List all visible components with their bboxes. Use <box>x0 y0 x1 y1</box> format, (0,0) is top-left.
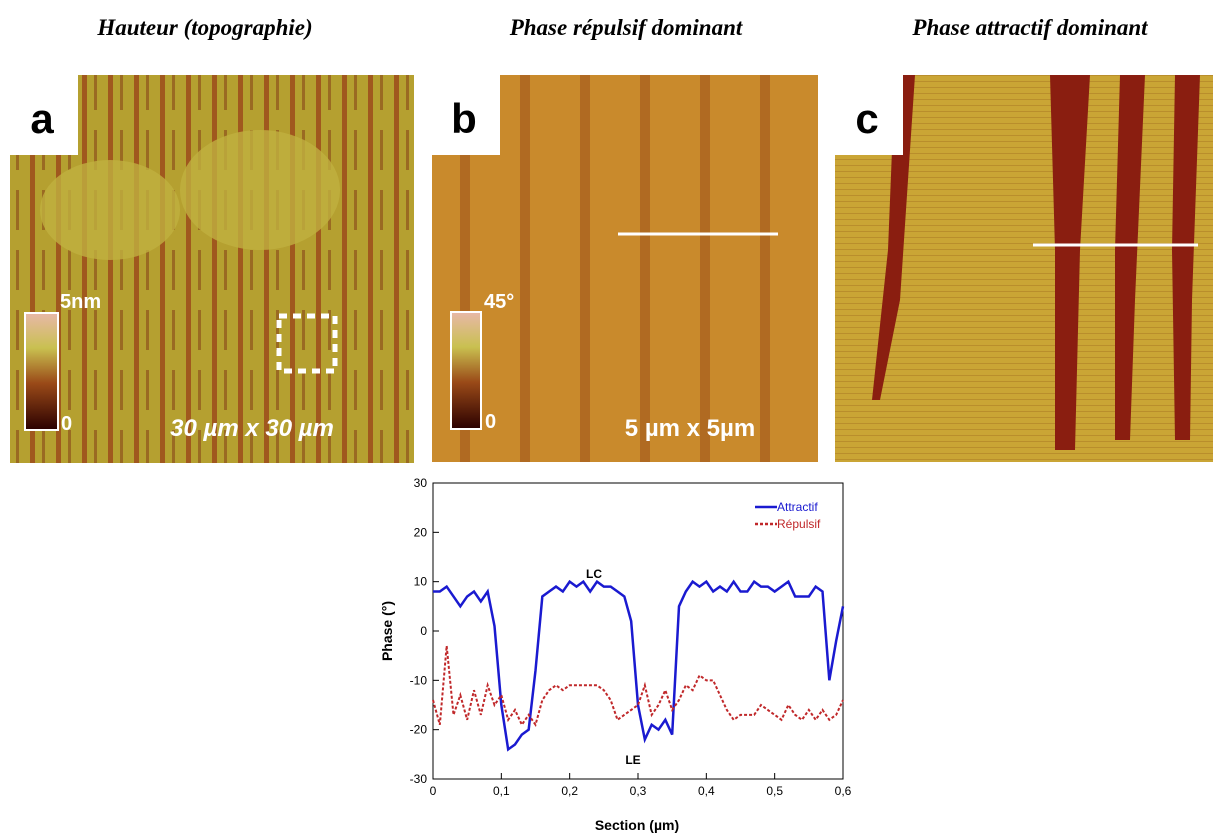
x-tick-label: 0,6 <box>835 784 852 798</box>
panel-title: Hauteur (topographie) <box>96 15 312 40</box>
y-tick-label: 10 <box>414 575 428 589</box>
y-tick-label: 20 <box>414 525 428 539</box>
panel-letter: b <box>451 95 477 142</box>
colorbar <box>450 311 482 430</box>
letter-box <box>432 75 500 155</box>
annotation: LE <box>625 753 640 767</box>
y-tick-label: -10 <box>410 673 428 687</box>
scale-min: 0 <box>485 411 496 433</box>
letter-box <box>835 75 903 155</box>
y-tick-label: -20 <box>410 723 428 737</box>
image-size: 5 µm x 5µm <box>625 415 755 442</box>
legend-label: Attractif <box>777 500 818 514</box>
x-tick-label: 0 <box>430 784 437 798</box>
panel-letter: a <box>30 95 54 142</box>
x-tick-label: 0,2 <box>561 784 578 798</box>
image-size: 30 µm x 30 µm <box>170 415 334 442</box>
panel-title: Phase répulsif dominant <box>509 15 743 40</box>
panel-letter: c <box>855 95 878 142</box>
legend-label: Répulsif <box>777 517 821 531</box>
panel-title: Phase attractif dominant <box>911 15 1148 40</box>
scale-min: 0 <box>61 413 72 435</box>
y-tick-label: -30 <box>410 772 428 786</box>
colorbar <box>24 312 59 431</box>
x-axis-title: Section (µm) <box>595 817 679 833</box>
y-axis-title: Phase (°) <box>379 601 395 661</box>
scale-max: 5nm <box>60 291 101 313</box>
letter-box <box>10 75 78 155</box>
x-tick-label: 0,1 <box>493 784 510 798</box>
line-series <box>433 579 845 752</box>
x-tick-label: 0,4 <box>698 784 715 798</box>
domain <box>40 160 180 260</box>
annotation: LC <box>586 567 602 581</box>
x-tick-label: 0,5 <box>766 784 783 798</box>
y-tick-label: 30 <box>414 476 428 490</box>
x-tick-label: 0,3 <box>630 784 647 798</box>
domain <box>180 130 340 250</box>
y-tick-label: 0 <box>420 624 427 638</box>
stripes <box>872 75 1200 450</box>
plot-frame <box>432 482 844 780</box>
scale-max: 45° <box>484 291 514 313</box>
zoom-box <box>276 313 338 374</box>
